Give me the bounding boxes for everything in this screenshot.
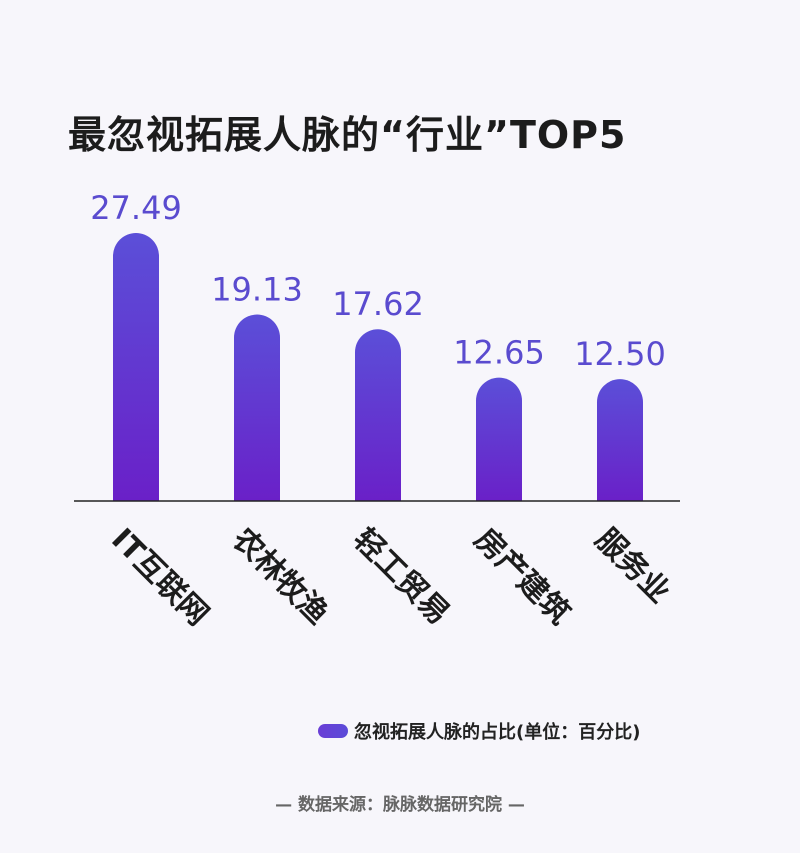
value-label-2: 17.62 — [332, 285, 424, 323]
bar-3 — [476, 377, 522, 501]
category-label-0: IT互联网 — [104, 522, 215, 633]
bar-1 — [234, 314, 280, 501]
legend-swatch — [318, 724, 348, 738]
category-label-2: 轻工贸易 — [346, 522, 456, 632]
legend: 忽视拓展人脉的占比(单位：百分比) — [318, 718, 640, 744]
value-label-0: 27.49 — [90, 189, 182, 227]
category-label-4: 服务业 — [588, 522, 676, 610]
value-label-3: 12.65 — [453, 334, 545, 372]
category-label-1: 农林牧渔 — [225, 521, 335, 631]
legend-label: 忽视拓展人脉的占比(单位：百分比) — [354, 722, 641, 743]
bar-2 — [355, 329, 401, 501]
category-label-3: 房产建筑 — [467, 522, 577, 632]
bar-chart: 27.49 IT互联网 19.13 农林牧渔 17.62 轻工贸易 12.65 房产建筑 12.… — [74, 189, 680, 633]
source-note: — 数据来源：脉脉数据研究院 — — [275, 795, 525, 815]
value-label-4: 12.50 — [574, 335, 666, 373]
bar-0 — [113, 233, 159, 501]
value-label-1: 19.13 — [211, 271, 303, 309]
chart-title: 最忽视拓展人脉的“行业”TOP5 — [68, 113, 627, 157]
bar-4 — [597, 379, 643, 501]
